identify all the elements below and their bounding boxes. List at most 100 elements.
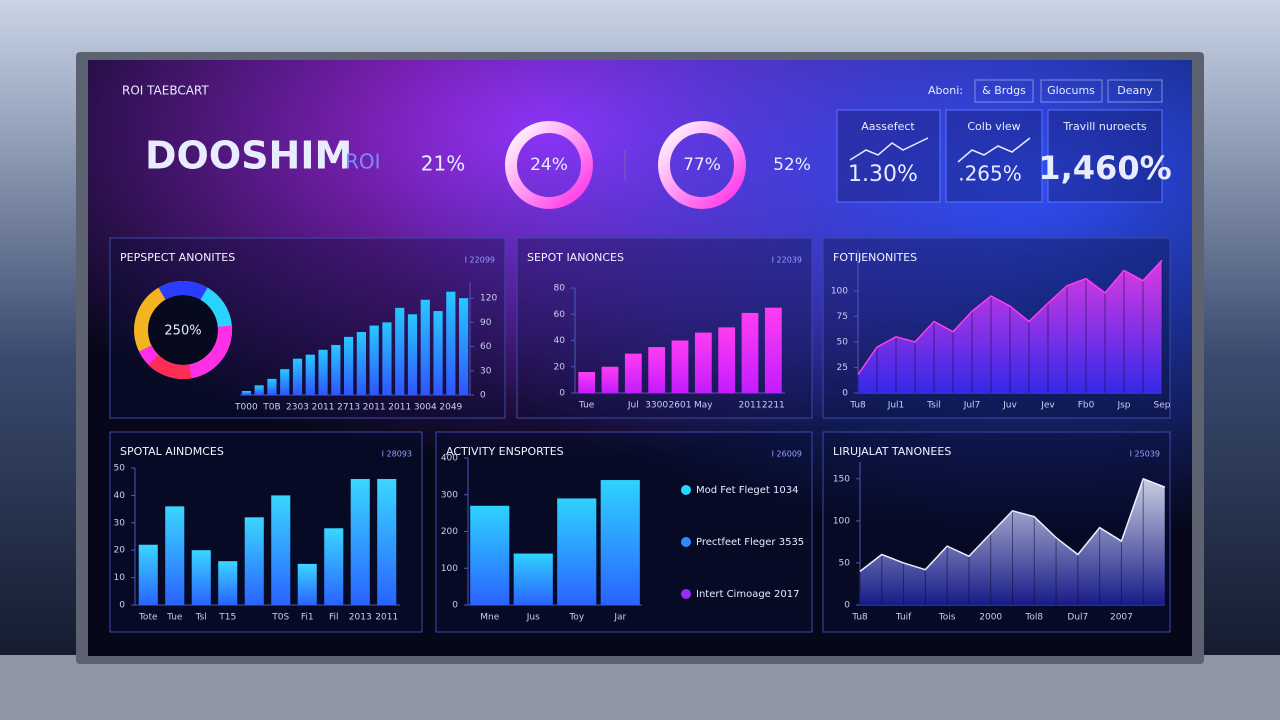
x-tick-label: Tsl — [195, 613, 207, 623]
x-tick-label: Tois — [938, 613, 956, 623]
stat: 24% — [530, 155, 568, 175]
bar — [600, 480, 640, 605]
kpi-title: Colb vlew — [967, 120, 1020, 133]
x-tick-label: Jul — [627, 401, 639, 411]
bar — [324, 528, 344, 605]
y-tick-label: 80 — [554, 284, 566, 294]
brand: DOOSHIM — [145, 134, 352, 178]
nav-button-label[interactable]: Glocums — [1047, 84, 1095, 97]
nav-button-label[interactable]: Deany — [1117, 84, 1153, 97]
legend-label: Mod Fet Fleget 1034 — [696, 485, 798, 496]
header-title: ROI TAEBCART — [122, 84, 209, 98]
bar — [331, 344, 341, 395]
y-tick-label: 20 — [554, 362, 566, 372]
x-tick-label: 2013 — [349, 613, 372, 623]
bar — [741, 312, 759, 393]
panel-corner: I 26009 — [772, 450, 802, 459]
panel-title: SEPOT IANONCES — [527, 251, 624, 264]
y-tick-label: 0 — [452, 601, 458, 611]
y-tick-label: 150 — [833, 474, 850, 484]
bar — [377, 478, 397, 605]
y-tick-label: 30 — [480, 366, 492, 376]
stat: 77% — [683, 155, 721, 175]
y-tick-label: 100 — [831, 286, 848, 296]
y-tick-label: 60 — [480, 342, 492, 352]
x-tick-label: Jsp — [1116, 401, 1130, 411]
y-tick-label: 50 — [114, 464, 126, 474]
x-tick-label: Dul7 — [1067, 613, 1088, 623]
bar — [382, 322, 392, 395]
x-tick-label: Fb0 — [1078, 401, 1095, 411]
bar — [254, 385, 264, 395]
kpi-sparkline — [957, 137, 1031, 163]
panel-title: LIRUJALAT TANONEES — [833, 445, 951, 458]
y-tick-label: 0 — [844, 601, 850, 611]
donut-segment — [134, 281, 232, 379]
kpi-card — [945, 109, 1043, 203]
legend-label: Intert Cimoage 2017 — [696, 589, 799, 600]
bar — [459, 298, 469, 395]
x-tick-label: Juv — [1002, 401, 1017, 411]
shelf — [0, 655, 1280, 720]
x-tick-label: Tu8 — [851, 613, 868, 623]
kpi-sparkline — [849, 137, 929, 161]
x-tick-label: 2011 — [375, 613, 398, 623]
area-line — [857, 259, 1163, 376]
bar — [292, 358, 303, 395]
y-tick-label: 50 — [837, 337, 849, 347]
x-tick-label: 2049 — [439, 403, 462, 413]
y-tick-label: 300 — [441, 490, 458, 500]
stat: 21% — [421, 152, 465, 176]
nav-button[interactable] — [974, 79, 1034, 103]
panel-title: FOTIJENONITES — [833, 251, 917, 264]
x-tick-label: Tue — [578, 401, 595, 411]
stat-ring — [658, 121, 746, 209]
bar — [356, 332, 366, 395]
brand-suffix: ROI — [345, 150, 381, 174]
bar — [218, 561, 238, 605]
x-tick-label: Fil — [329, 613, 339, 623]
y-tick-label: 100 — [441, 564, 458, 574]
nav-button-label[interactable]: & Brdgs — [982, 84, 1026, 97]
y-tick-label: 400 — [441, 454, 458, 464]
bar — [318, 349, 328, 395]
x-tick-label: 2011 — [388, 403, 411, 413]
bar — [350, 478, 370, 605]
x-tick-label: T000 — [234, 403, 258, 413]
bar — [694, 332, 712, 393]
y-tick-label: 0 — [842, 389, 848, 399]
legend-label: Prectfeet Fleger 3535 — [696, 537, 804, 548]
x-tick-label: Fi1 — [301, 613, 314, 623]
bar — [297, 563, 317, 605]
bar — [267, 378, 277, 395]
bar — [557, 498, 597, 605]
bar — [648, 347, 666, 393]
panel-corner: I 22099 — [465, 256, 495, 265]
bar — [244, 517, 264, 605]
bar — [718, 327, 736, 393]
nav-button[interactable] — [1040, 79, 1103, 103]
legend-swatch — [681, 537, 691, 547]
y-tick-label: 0 — [119, 601, 125, 611]
x-tick-label: Jus — [526, 613, 540, 623]
y-tick-label: 0 — [480, 391, 486, 401]
x-tick-label: Tu8 — [849, 401, 866, 411]
legend-swatch — [681, 589, 691, 599]
kpi-value: 1.30% — [848, 162, 918, 187]
x-tick-label: Tsil — [926, 401, 941, 411]
bar — [271, 495, 291, 605]
x-tick-label: Jev — [1040, 401, 1055, 411]
panel-title: SPOTAL AINDMCES — [120, 445, 224, 458]
y-tick-label: 30 — [114, 518, 126, 528]
y-tick-label: 25 — [837, 363, 848, 373]
panel-corner: I 28093 — [382, 450, 412, 459]
panel-corner: I 25039 — [1130, 450, 1160, 459]
kpi-card — [836, 109, 941, 203]
nav-button[interactable] — [1107, 79, 1163, 103]
x-tick-label: Tote — [138, 613, 158, 623]
x-tick-label: Mne — [480, 613, 499, 623]
y-tick-label: 100 — [833, 516, 850, 526]
x-tick-label: Jul1 — [887, 401, 905, 411]
y-tick-label: 200 — [441, 527, 458, 537]
x-tick-label: 2601 — [669, 401, 692, 411]
